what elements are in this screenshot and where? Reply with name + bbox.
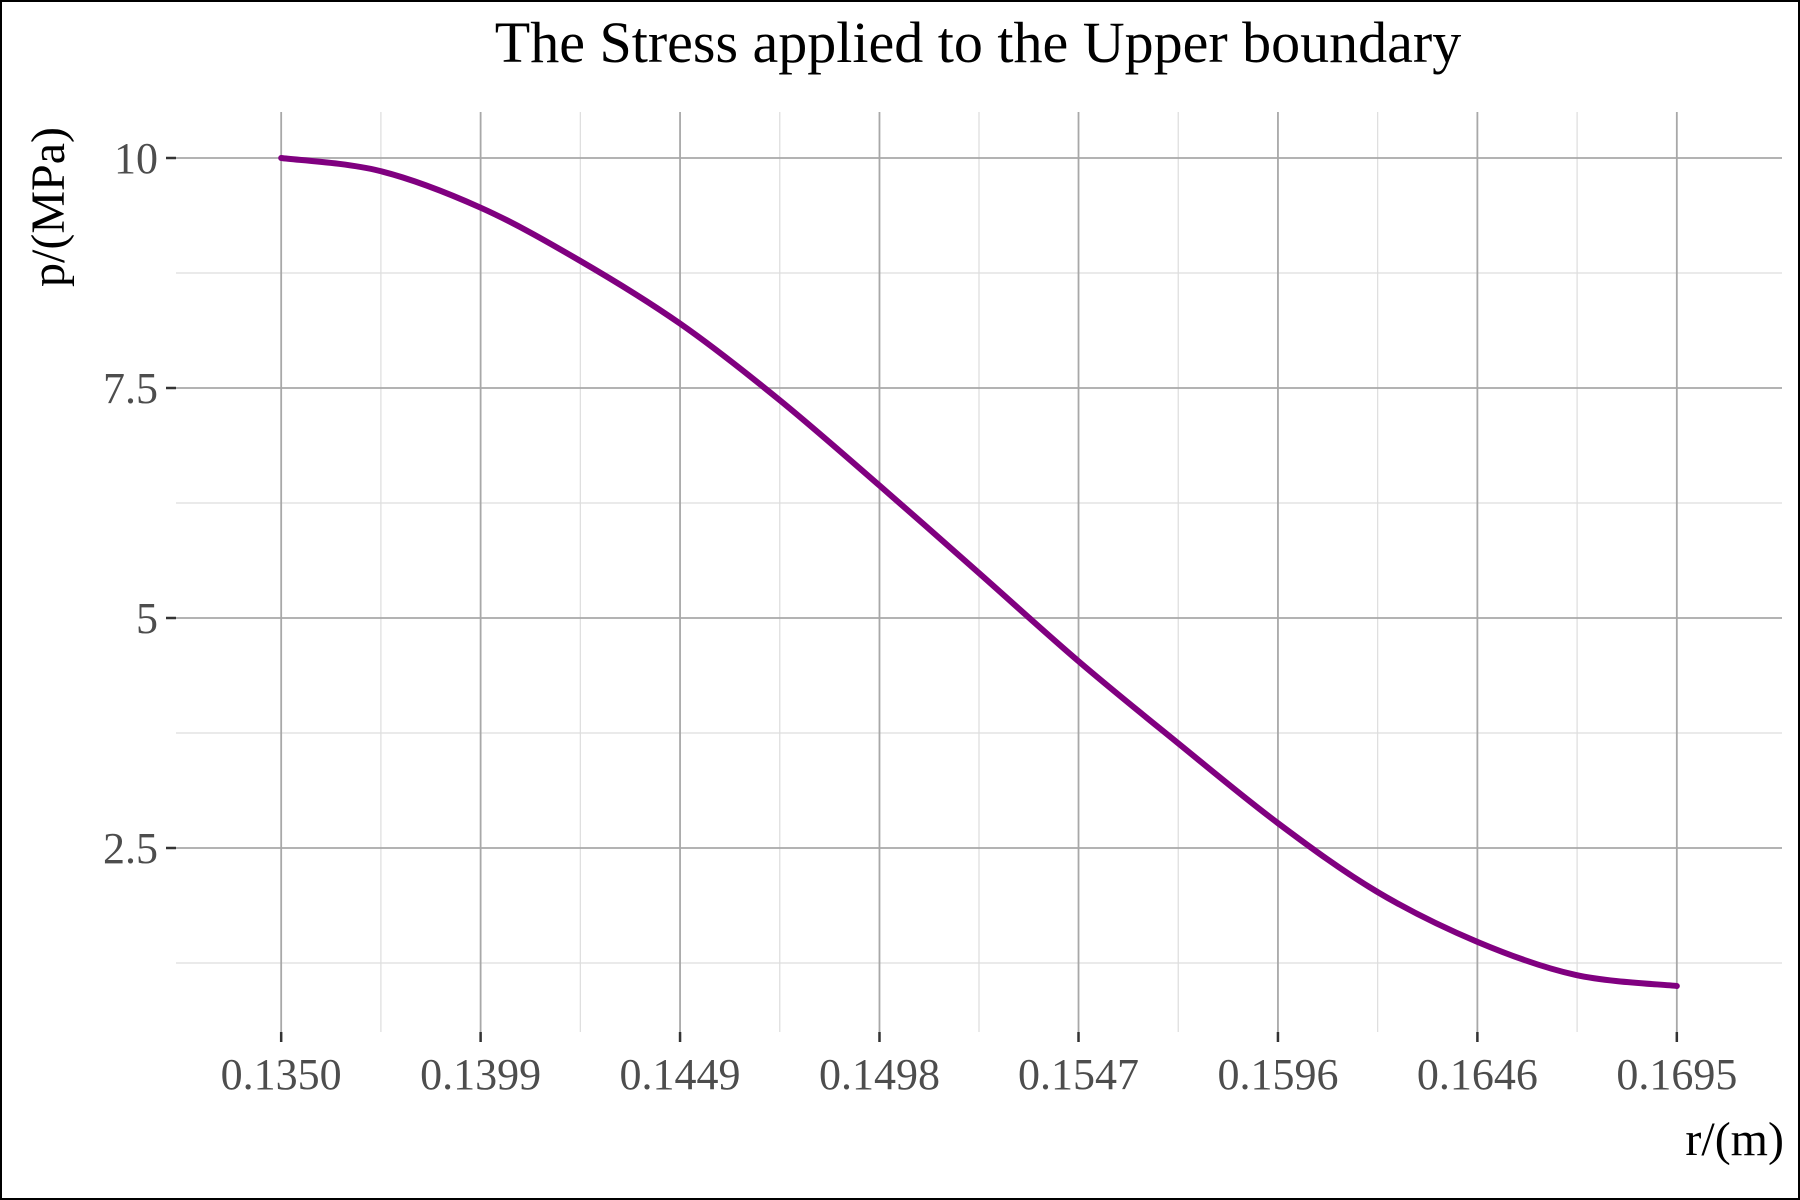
- x-tick-label: 0.1399: [420, 1050, 541, 1099]
- series-group: [278, 155, 1680, 989]
- minor-grid: [176, 112, 1782, 1032]
- y-tick-label: 10: [114, 134, 158, 183]
- x-tick-label: 0.1596: [1217, 1050, 1338, 1099]
- x-tick-label: 0.1695: [1616, 1050, 1737, 1099]
- major-grid: [176, 112, 1782, 1032]
- x-tick-label: 0.1350: [221, 1050, 342, 1099]
- axis-ticks: 0.1350 0.1399 0.1449 0.1498 0.1547 0.1596 0.16…: [103, 134, 1737, 1099]
- y-tick-label: 5: [136, 594, 158, 643]
- x-tick-label: 0.1449: [620, 1050, 741, 1099]
- series-line: [278, 155, 1680, 989]
- y-tick-label: 2.5: [103, 824, 158, 873]
- x-tick-label: 0.1547: [1018, 1050, 1139, 1099]
- x-tick-label: 0.1646: [1417, 1050, 1538, 1099]
- y-axis-label: p/(MPa): [22, 127, 75, 287]
- x-axis-label: r/(m): [1685, 1113, 1784, 1166]
- x-tick-label: 0.1498: [819, 1050, 940, 1099]
- y-tick-label: 7.5: [103, 364, 158, 413]
- chart-title: The Stress applied to the Upper boundary: [495, 10, 1461, 75]
